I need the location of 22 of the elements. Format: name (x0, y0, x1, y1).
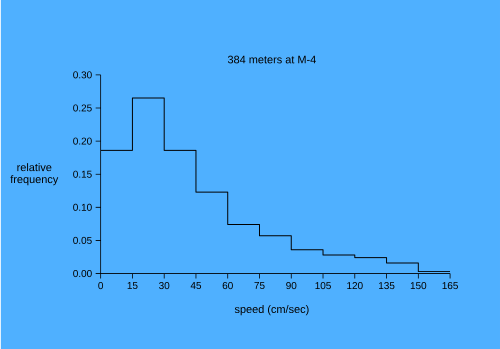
x-tick-label: 150 (410, 282, 426, 289)
y-tick-label: 0.15 (73, 170, 92, 178)
x-tick-label: 0 (98, 282, 104, 289)
x-tick-label: 90 (286, 282, 296, 289)
x-tick-label: 75 (254, 282, 265, 289)
x-tick-label: 15 (128, 282, 138, 289)
x-axis-title: speed (cm/sec) (234, 304, 309, 315)
x-tick-label: 105 (315, 282, 331, 289)
x-tick-label: 45 (190, 282, 202, 289)
chart-title: 384 meters at M-4 (228, 55, 316, 64)
x-tick-label: 30 (159, 282, 170, 289)
x-tick-label: 120 (347, 282, 363, 289)
y-axis-title: relative frequency (10, 162, 58, 186)
y-tick-label: 0.20 (73, 137, 92, 144)
y-tick-label: 0.05 (73, 236, 92, 244)
y-tick-label: 0.25 (73, 104, 92, 112)
y-tick-label: 0.00 (73, 270, 92, 277)
y-tick-label: 0.30 (73, 71, 92, 78)
x-tick-label: 135 (379, 282, 394, 289)
y-tick-label: 0.10 (73, 204, 92, 211)
x-tick-label: 165 (442, 282, 458, 289)
x-tick-label: 60 (222, 282, 233, 289)
